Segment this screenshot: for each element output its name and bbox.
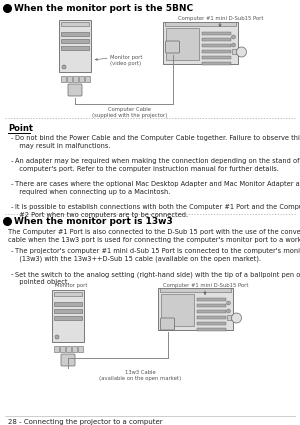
Text: When the monitor port is 13w3: When the monitor port is 13w3 bbox=[14, 216, 173, 226]
Text: 28 - Connecting the projector to a computer: 28 - Connecting the projector to a compu… bbox=[8, 419, 163, 425]
Text: Monitor port
(video port): Monitor port (video port) bbox=[110, 55, 142, 66]
FancyBboxPatch shape bbox=[61, 354, 75, 366]
FancyBboxPatch shape bbox=[202, 50, 230, 53]
FancyBboxPatch shape bbox=[164, 22, 236, 26]
FancyBboxPatch shape bbox=[160, 294, 194, 326]
Text: -: - bbox=[11, 204, 14, 210]
Text: -: - bbox=[11, 135, 14, 141]
Circle shape bbox=[226, 301, 230, 305]
Text: The projector's computer #1 mini d-Sub 15 Port is connected to the computer's mo: The projector's computer #1 mini d-Sub 1… bbox=[15, 248, 300, 262]
Circle shape bbox=[55, 335, 59, 339]
FancyBboxPatch shape bbox=[60, 346, 65, 352]
Circle shape bbox=[236, 47, 247, 57]
FancyBboxPatch shape bbox=[226, 315, 235, 320]
Circle shape bbox=[232, 35, 236, 39]
FancyBboxPatch shape bbox=[61, 39, 89, 43]
FancyBboxPatch shape bbox=[54, 346, 59, 352]
Text: It is possible to establish connections with both the Computer #1 Port and the C: It is possible to establish connections … bbox=[15, 204, 300, 218]
FancyBboxPatch shape bbox=[202, 56, 230, 59]
FancyBboxPatch shape bbox=[202, 44, 230, 47]
FancyBboxPatch shape bbox=[63, 354, 73, 362]
Circle shape bbox=[62, 65, 66, 69]
Text: Computer #1 mini D-Sub15 Port: Computer #1 mini D-Sub15 Port bbox=[163, 283, 248, 287]
FancyBboxPatch shape bbox=[160, 318, 175, 330]
FancyBboxPatch shape bbox=[72, 346, 77, 352]
Text: An adapter may be required when making the connection depending on the stand of : An adapter may be required when making t… bbox=[15, 158, 300, 172]
FancyBboxPatch shape bbox=[78, 346, 83, 352]
Text: There are cases where the optional Mac Desktop Adapter and Mac Monitor Adapter a: There are cases where the optional Mac D… bbox=[15, 181, 300, 195]
Circle shape bbox=[232, 313, 242, 323]
Text: Monitor port: Monitor port bbox=[55, 283, 88, 287]
FancyBboxPatch shape bbox=[196, 304, 226, 307]
Text: -: - bbox=[11, 248, 14, 254]
FancyBboxPatch shape bbox=[70, 84, 80, 92]
FancyBboxPatch shape bbox=[196, 316, 226, 319]
FancyBboxPatch shape bbox=[54, 292, 82, 296]
FancyBboxPatch shape bbox=[196, 310, 226, 313]
FancyBboxPatch shape bbox=[68, 84, 82, 96]
FancyBboxPatch shape bbox=[202, 38, 230, 41]
FancyBboxPatch shape bbox=[160, 288, 230, 292]
Text: Point: Point bbox=[8, 124, 33, 133]
FancyBboxPatch shape bbox=[54, 302, 82, 306]
FancyBboxPatch shape bbox=[166, 41, 179, 53]
FancyBboxPatch shape bbox=[61, 32, 89, 36]
FancyBboxPatch shape bbox=[61, 22, 89, 26]
FancyBboxPatch shape bbox=[202, 62, 230, 65]
FancyBboxPatch shape bbox=[166, 28, 199, 60]
FancyBboxPatch shape bbox=[196, 298, 226, 301]
FancyBboxPatch shape bbox=[163, 22, 238, 64]
Text: Computer Cable
(supplied with the projector): Computer Cable (supplied with the projec… bbox=[92, 107, 168, 118]
Circle shape bbox=[232, 43, 236, 47]
FancyBboxPatch shape bbox=[202, 32, 230, 35]
Circle shape bbox=[226, 309, 230, 313]
FancyBboxPatch shape bbox=[52, 290, 84, 342]
Text: Computer #1 mini D-Sub15 Port: Computer #1 mini D-Sub15 Port bbox=[178, 15, 263, 20]
FancyBboxPatch shape bbox=[73, 76, 78, 82]
FancyBboxPatch shape bbox=[61, 76, 66, 82]
FancyBboxPatch shape bbox=[66, 346, 71, 352]
FancyBboxPatch shape bbox=[54, 309, 82, 313]
Text: When the monitor port is the 5BNC: When the monitor port is the 5BNC bbox=[14, 3, 193, 12]
FancyBboxPatch shape bbox=[232, 49, 239, 54]
Text: Do not bind the Power Cable and the Computer Cable together. Failure to observe : Do not bind the Power Cable and the Comp… bbox=[15, 135, 300, 148]
FancyBboxPatch shape bbox=[85, 76, 90, 82]
FancyBboxPatch shape bbox=[196, 322, 226, 325]
FancyBboxPatch shape bbox=[67, 76, 72, 82]
FancyBboxPatch shape bbox=[54, 316, 82, 320]
Text: The Computer #1 Port is also connected to the D-Sub 15 port with the use of the : The Computer #1 Port is also connected t… bbox=[8, 229, 300, 243]
FancyBboxPatch shape bbox=[61, 46, 89, 50]
FancyBboxPatch shape bbox=[79, 76, 84, 82]
Text: -: - bbox=[11, 158, 14, 164]
FancyBboxPatch shape bbox=[158, 288, 232, 330]
Text: 13w3 Cable
(available on the open market): 13w3 Cable (available on the open market… bbox=[99, 370, 181, 381]
FancyBboxPatch shape bbox=[59, 20, 91, 72]
Text: -: - bbox=[11, 181, 14, 187]
Text: Set the switch to the analog setting (right-hand side) with the tip of a ballpoi: Set the switch to the analog setting (ri… bbox=[15, 271, 300, 285]
Text: -: - bbox=[11, 271, 14, 277]
FancyBboxPatch shape bbox=[196, 328, 226, 331]
